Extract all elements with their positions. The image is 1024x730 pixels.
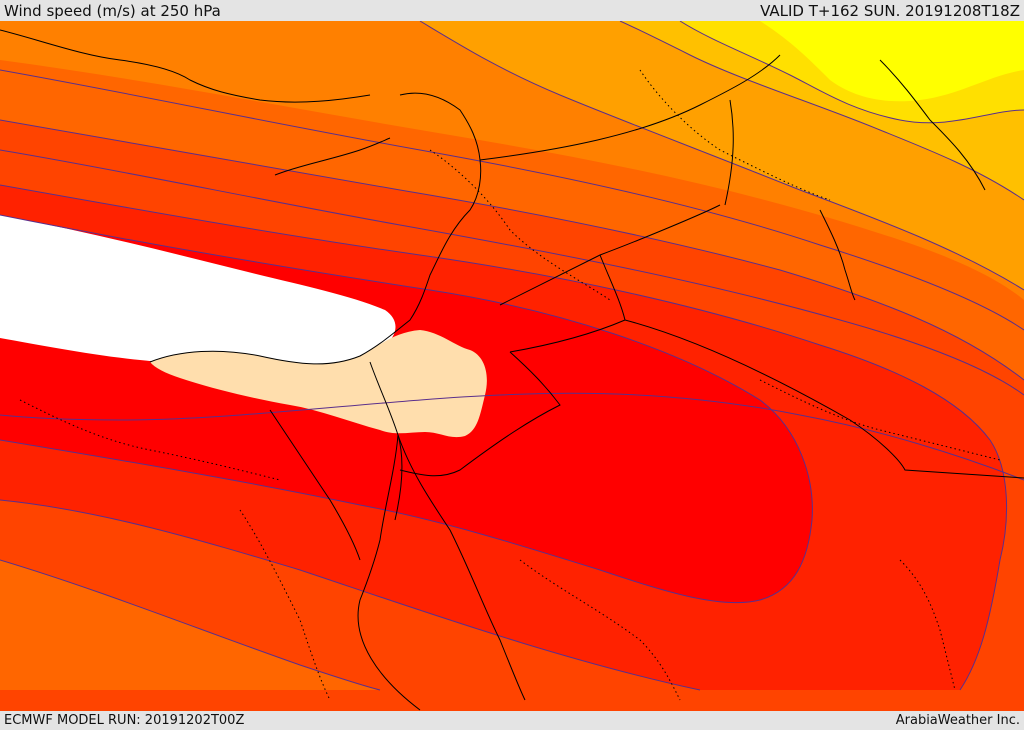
border-line [399,351,561,477]
coastline [0,29,371,103]
coastline [819,209,856,301]
dotted-border [759,379,1001,461]
borders [0,29,1024,711]
contour-line [0,499,701,691]
model-run-label: ECMWF MODEL RUN: 20191202T00Z [4,713,245,728]
coastline [274,137,391,176]
contour-line [419,21,1024,291]
contour-line [0,559,381,691]
credit-label: ArabiaWeather Inc. [895,713,1020,728]
contour-line [959,439,1008,691]
border-line [479,54,781,161]
wind-speed-map[interactable] [0,21,1024,711]
contour-line [0,392,1024,481]
contour-line [0,214,813,604]
map-title: Wind speed (m/s) at 250 hPa [4,2,221,20]
contour-line [0,184,991,441]
dotted-border [519,559,681,701]
coastline [149,92,482,365]
calm-patch [150,330,487,438]
coastline [269,409,361,561]
coastline [357,434,421,711]
dotted-border [239,509,331,701]
contour-line [619,21,1024,201]
border-line [599,254,1024,479]
band-moderate-sw [0,560,380,690]
band-weakest [760,21,1024,102]
contour-line [679,21,1024,124]
border-line [509,319,626,353]
footer-bar: ECMWF MODEL RUN: 20191202T00Z ArabiaWeat… [0,711,1024,729]
dotted-border [639,69,831,201]
contour-line [0,69,1024,331]
contour-line [0,149,1024,396]
dotted-border [19,399,281,481]
wind-contours [0,21,1024,691]
coastline [879,59,986,191]
dotted-border [429,149,611,301]
jet-core-white [0,215,396,372]
band-moderate-nw [0,60,1024,380]
header-bar: Wind speed (m/s) at 250 hPa VALID T+162 … [0,0,1024,21]
internal-borders [19,69,1001,701]
coastline [397,434,526,701]
coastline [724,99,734,206]
valid-time-label: VALID T+162 SUN. 20191208T18Z [760,2,1020,20]
dotted-border [899,559,956,691]
